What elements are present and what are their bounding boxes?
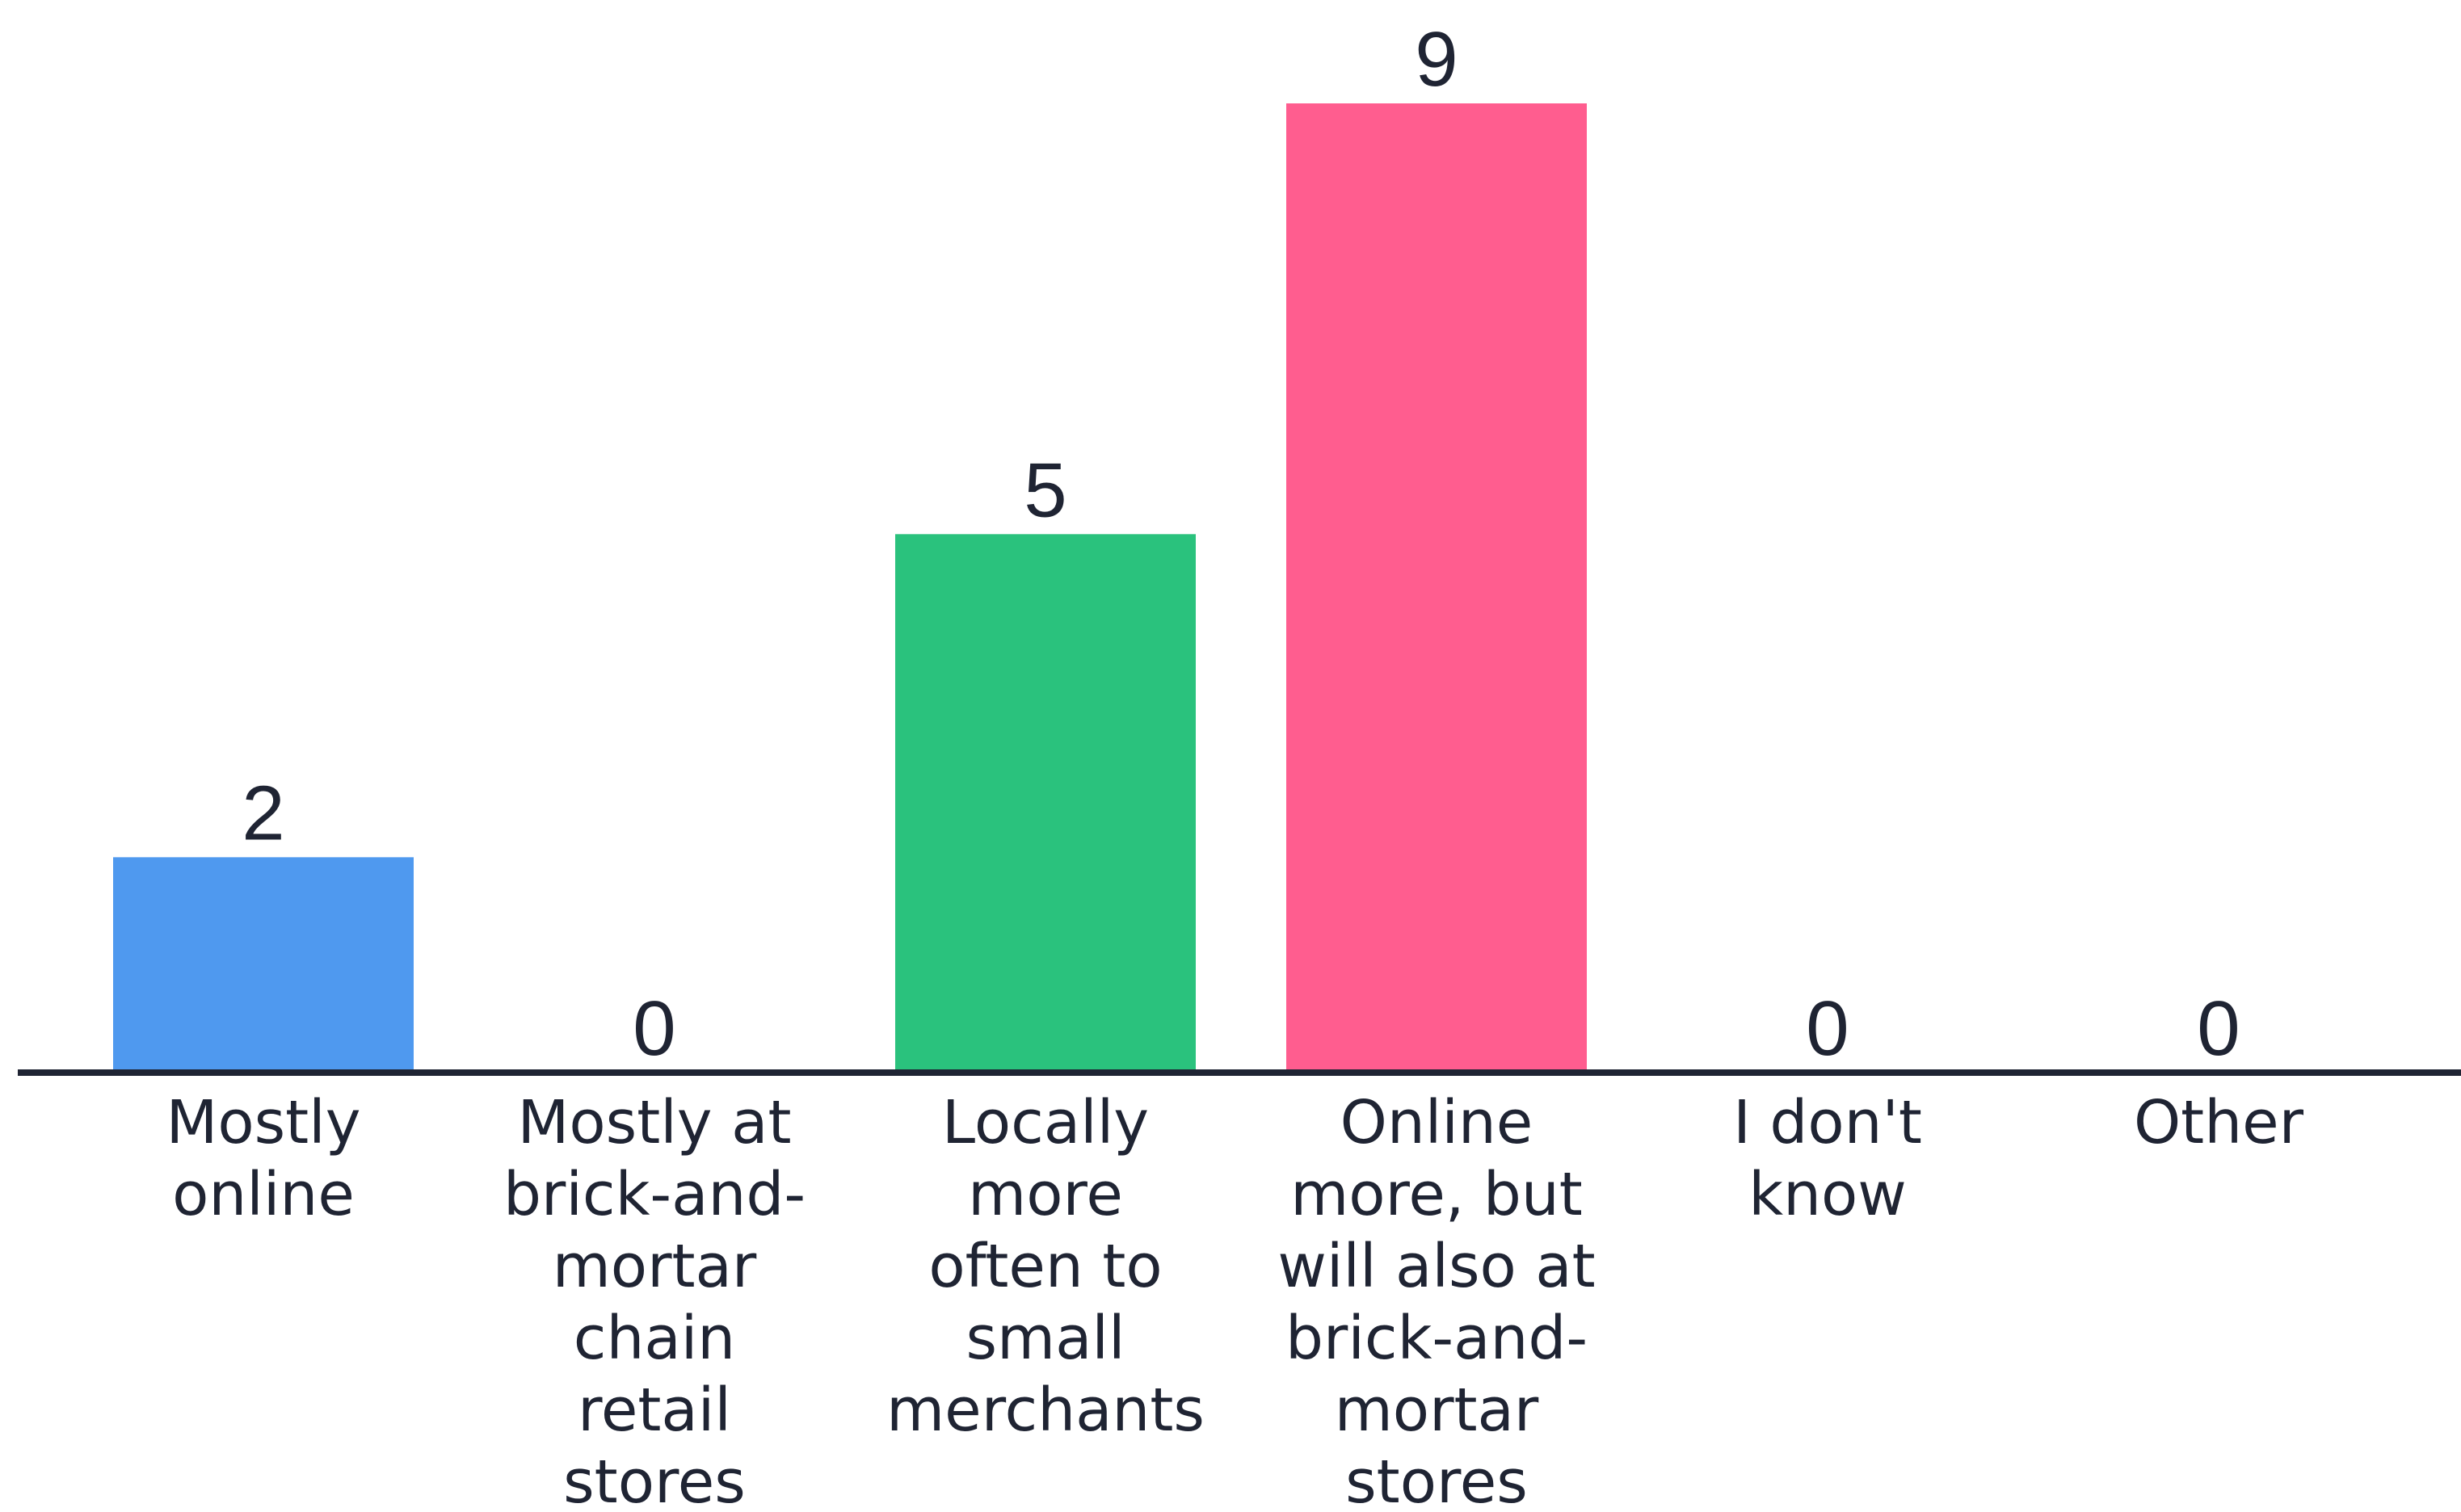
bars-group [113, 103, 1587, 1073]
bar-mostly-online [113, 857, 414, 1073]
tick-label-mostly-online: Mostly online [166, 1088, 360, 1229]
data-label-locally-more-often-to-small-merchants: 5 [1024, 447, 1066, 533]
tick-label-online-more-but-will-also-at-brick-and-mortar-stores: Online more, but will also at brick-and-mor… [1277, 1088, 1595, 1512]
data-label-i-don-t-know: 0 [1806, 985, 1849, 1072]
data-label-online-more-but-will-also-at-brick-and-mortar-stores: 9 [1415, 16, 1458, 103]
category-labels-group: Mostly online Mostly at brick-and-mortar cha… [166, 1088, 2303, 1512]
tick-label-other: Other [2134, 1088, 2304, 1157]
data-label-mostly-online: 2 [242, 770, 284, 856]
data-label-mostly-at-brick-and-mortar-chain-retail-stores: 0 [633, 985, 675, 1072]
bar-locally-more-often-to-small-merchants [895, 534, 1196, 1073]
tick-label-mostly-at-brick-and-mortar-chain-retail-stores: Mostly at brick-and-mortar chain retail stor… [503, 1088, 806, 1512]
bar-online-more-but-will-also-at-brick-and-mortar-stores [1286, 103, 1587, 1073]
tick-label-i-don-t-know: I don't know [1733, 1088, 1922, 1229]
value-labels-group: 2 0 5 9 0 0 [242, 16, 2240, 1072]
tick-label-locally-more-often-to-small-merchants: Locally more often to small merchants [886, 1088, 1205, 1445]
data-label-other: 0 [2197, 985, 2240, 1072]
